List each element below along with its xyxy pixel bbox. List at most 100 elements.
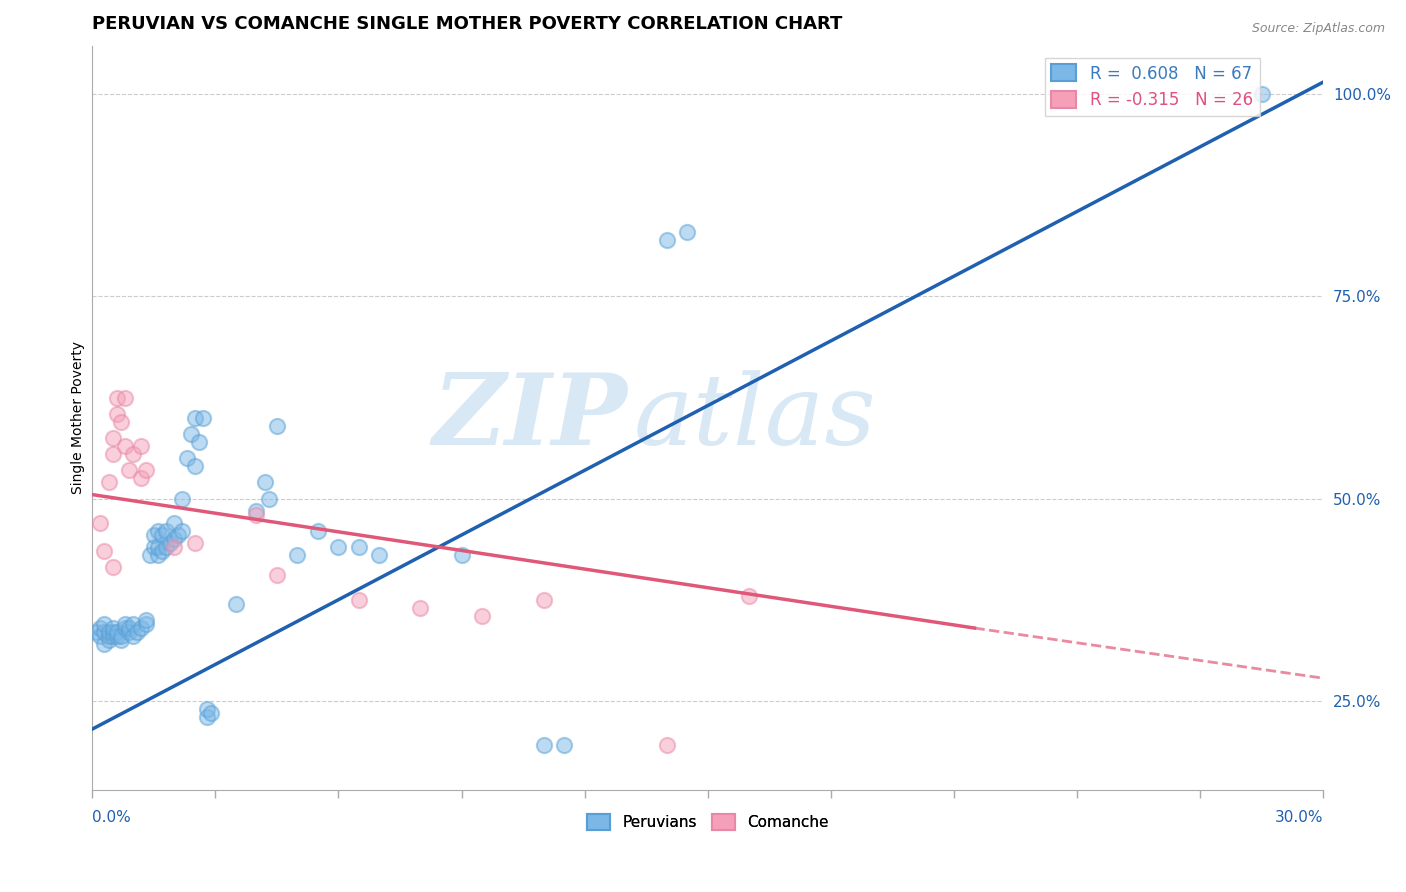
Point: [110, 629, 132, 643]
Point: [191, 410, 214, 425]
Point: [163, 540, 186, 554]
Point: [155, 540, 177, 554]
Point: [122, 447, 145, 461]
Point: [101, 560, 124, 574]
Point: [253, 475, 276, 490]
Point: [101, 621, 124, 635]
Point: [155, 524, 177, 538]
Point: [135, 613, 157, 627]
Text: Source: ZipAtlas.com: Source: ZipAtlas.com: [1251, 22, 1385, 36]
Point: [93, 625, 115, 640]
Point: [187, 435, 209, 450]
Point: [257, 491, 280, 506]
Point: [533, 739, 555, 753]
Point: [167, 528, 190, 542]
Point: [409, 600, 432, 615]
Point: [93, 544, 115, 558]
Point: [150, 528, 173, 542]
Point: [738, 589, 761, 603]
Point: [533, 592, 555, 607]
Point: [105, 407, 128, 421]
Point: [172, 524, 194, 538]
Point: [97, 629, 120, 643]
Text: ZIP: ZIP: [433, 369, 627, 466]
Point: [118, 621, 141, 635]
Point: [118, 463, 141, 477]
Point: [553, 739, 575, 753]
Text: 30.0%: 30.0%: [1275, 810, 1323, 825]
Point: [180, 426, 202, 441]
Point: [89, 629, 111, 643]
Point: [1250, 87, 1272, 102]
Point: [122, 629, 145, 643]
Point: [138, 548, 160, 562]
Point: [655, 233, 678, 247]
Point: [114, 439, 136, 453]
Text: PERUVIAN VS COMANCHE SINGLE MOTHER POVERTY CORRELATION CHART: PERUVIAN VS COMANCHE SINGLE MOTHER POVER…: [93, 15, 842, 33]
Point: [114, 391, 136, 405]
Point: [285, 548, 308, 562]
Point: [114, 617, 136, 632]
Point: [93, 617, 115, 632]
Point: [347, 540, 370, 554]
Point: [676, 225, 699, 239]
Point: [122, 617, 145, 632]
Point: [105, 625, 128, 640]
Point: [655, 739, 678, 753]
Point: [97, 633, 120, 648]
Point: [127, 625, 149, 640]
Point: [131, 621, 153, 635]
Y-axis label: Single Mother Poverty: Single Mother Poverty: [72, 342, 86, 494]
Point: [146, 524, 169, 538]
Point: [200, 706, 222, 720]
Point: [307, 524, 329, 538]
Point: [118, 625, 141, 640]
Point: [146, 540, 169, 554]
Point: [135, 463, 157, 477]
Point: [150, 544, 173, 558]
Point: [114, 621, 136, 635]
Point: [142, 540, 165, 554]
Point: [105, 391, 128, 405]
Point: [101, 431, 124, 445]
Point: [245, 508, 267, 522]
Point: [135, 617, 157, 632]
Point: [368, 548, 391, 562]
Point: [471, 608, 494, 623]
Point: [131, 471, 153, 485]
Text: atlas: atlas: [634, 370, 876, 466]
Point: [89, 516, 111, 530]
Point: [101, 625, 124, 640]
Point: [195, 702, 218, 716]
Point: [266, 568, 288, 582]
Point: [347, 592, 370, 607]
Point: [142, 528, 165, 542]
Point: [105, 629, 128, 643]
Legend: Peruvians, Comanche: Peruvians, Comanche: [579, 806, 837, 838]
Point: [97, 625, 120, 640]
Point: [163, 532, 186, 546]
Point: [146, 548, 169, 562]
Point: [159, 536, 181, 550]
Point: [101, 629, 124, 643]
Point: [266, 418, 288, 433]
Point: [89, 621, 111, 635]
Point: [176, 451, 198, 466]
Point: [184, 536, 207, 550]
Point: [450, 548, 472, 562]
Point: [84, 625, 107, 640]
Point: [184, 459, 207, 474]
Point: [225, 597, 247, 611]
Point: [93, 637, 115, 651]
Point: [131, 439, 153, 453]
Text: 0.0%: 0.0%: [93, 810, 131, 825]
Point: [101, 447, 124, 461]
Point: [328, 540, 350, 554]
Point: [195, 710, 218, 724]
Point: [97, 475, 120, 490]
Point: [172, 491, 194, 506]
Point: [245, 504, 267, 518]
Point: [110, 415, 132, 429]
Point: [184, 410, 207, 425]
Point: [110, 633, 132, 648]
